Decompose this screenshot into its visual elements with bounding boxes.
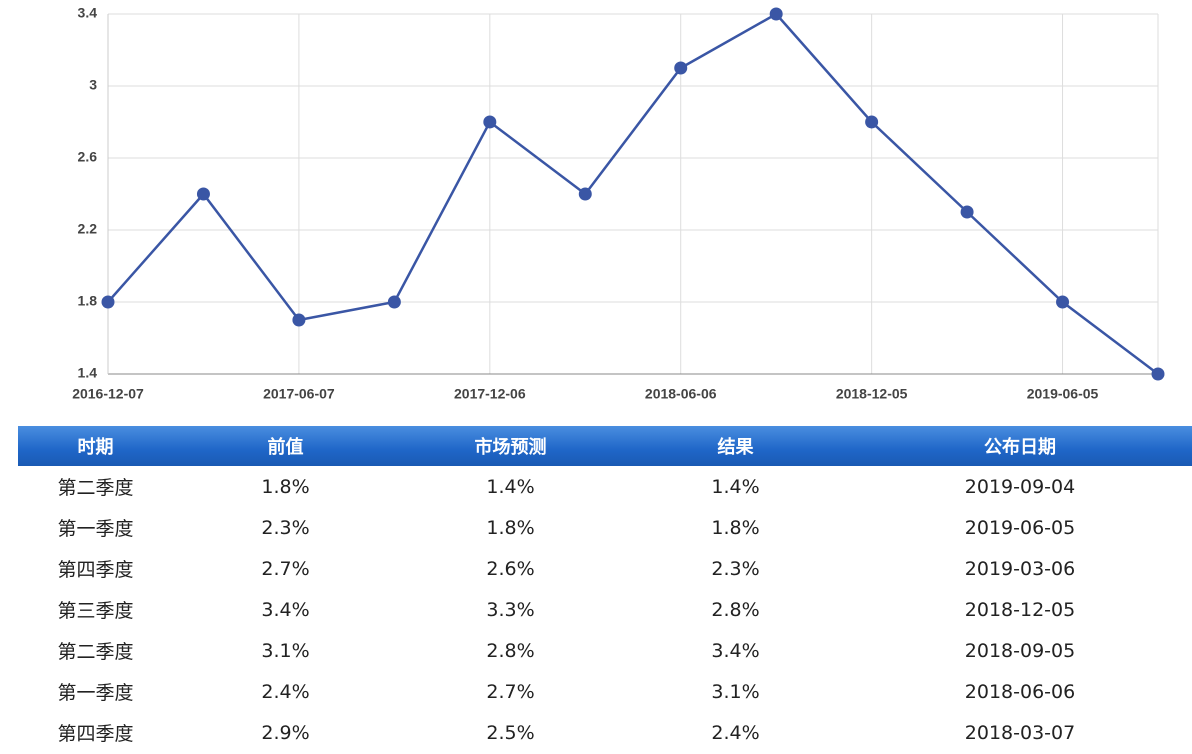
- table-cell: 第四季度: [57, 723, 134, 745]
- table-cell: 1.8%: [486, 516, 535, 539]
- table-cell: 第三季度: [57, 600, 134, 622]
- column-header: 公布日期: [848, 426, 1192, 466]
- table-cell: 2.4%: [261, 680, 310, 703]
- table-cell: 3.1%: [711, 680, 760, 703]
- table-cell: 第四季度: [57, 559, 134, 581]
- point: [101, 295, 115, 309]
- point: [865, 115, 879, 129]
- x-tick-label: 2018-06-06: [645, 386, 717, 402]
- point: [578, 187, 592, 201]
- table-cell: 2.4%: [711, 721, 760, 744]
- table-cell: 2018-09-05: [964, 639, 1076, 662]
- table-cell: 第二季度: [57, 477, 134, 499]
- table-cell: 第一季度: [57, 518, 134, 540]
- column-header: 结果: [623, 426, 848, 466]
- point: [483, 115, 497, 129]
- table-header: 时期 前值 市场预测 结果 公布日期: [18, 426, 1192, 466]
- y-tick-label: 2.2: [78, 221, 98, 237]
- table-cell: 1.8%: [261, 475, 310, 498]
- column-header: 市场预测: [398, 426, 623, 466]
- table-cell: 3.4%: [711, 639, 760, 662]
- y-tick-label: 2.6: [78, 149, 98, 165]
- table-row: 第二季度 3.1% 2.8% 3.4% 2018-09-05: [18, 630, 1192, 671]
- table-cell: 3.1%: [261, 639, 310, 662]
- table-row: 第一季度 2.4% 2.7% 3.1% 2018-06-06: [18, 671, 1192, 712]
- x-tick-label: 2019-06-05: [1027, 386, 1099, 402]
- table-cell: 2018-06-06: [964, 680, 1076, 703]
- table-cell: 2.8%: [486, 639, 535, 662]
- point: [960, 205, 974, 219]
- point: [292, 313, 306, 327]
- data-table: 时期 前值 市场预测 结果 公布日期第二季度 1.8% 1.4% 1.4% 2019-09-04…: [18, 426, 1192, 753]
- point: [674, 61, 688, 75]
- table-cell: 3.4%: [261, 598, 310, 621]
- y-tick-label: 3.4: [78, 5, 98, 21]
- point: [387, 295, 401, 309]
- table-cell: 2.3%: [711, 557, 760, 580]
- table-cell: 2.6%: [486, 557, 535, 580]
- y-tick-label: 3: [89, 77, 97, 93]
- table-cell: 3.3%: [486, 598, 535, 621]
- table-cell: 第二季度: [57, 641, 134, 663]
- x-tick-label: 2018-12-05: [836, 386, 908, 402]
- table-cell: 2.9%: [261, 721, 310, 744]
- y-tick-label: 1.8: [78, 293, 98, 309]
- table-cell: 1.4%: [711, 475, 760, 498]
- table-row: 第四季度 2.9% 2.5% 2.4% 2018-03-07: [18, 712, 1192, 753]
- table-row: 第三季度 3.4% 3.3% 2.8% 2018-12-05: [18, 589, 1192, 630]
- table-cell: 2019-03-06: [964, 557, 1076, 580]
- point: [196, 187, 210, 201]
- table-cell: 1.8%: [711, 516, 760, 539]
- table-cell: 2018-03-07: [964, 721, 1076, 744]
- point: [769, 7, 783, 21]
- table-cell: 2.3%: [261, 516, 310, 539]
- table-row: 第二季度 1.8% 1.4% 1.4% 2019-09-04: [18, 466, 1192, 507]
- table-cell: 2019-09-04: [964, 475, 1076, 498]
- table-cell: 2.5%: [486, 721, 535, 744]
- column-header: 时期: [18, 426, 173, 466]
- x-tick-label: 2016-12-07: [72, 386, 144, 402]
- table-cell: 1.4%: [486, 475, 535, 498]
- table-row: 第一季度 2.3% 1.8% 1.8% 2019-06-05: [18, 507, 1192, 548]
- y-tick-label: 1.4: [78, 365, 98, 381]
- column-header: 前值: [173, 426, 398, 466]
- x-tick-label: 2017-12-06: [454, 386, 526, 402]
- x-tick-label: 2017-06-07: [263, 386, 335, 402]
- table-cell: 2.8%: [711, 598, 760, 621]
- table-cell: 2.7%: [261, 557, 310, 580]
- table-cell: 2018-12-05: [964, 598, 1076, 621]
- table-cell: 第一季度: [57, 682, 134, 704]
- table-cell: 2019-06-05: [964, 516, 1076, 539]
- line: [107, 12, 1159, 375]
- chart: 1.4 1.8 2.2 2.6 3 3.4 2016-12-07 2017-06-07 2017…: [72, 5, 1165, 402]
- point: [1056, 295, 1070, 309]
- point: [1151, 367, 1165, 381]
- table-row: 第四季度 2.7% 2.6% 2.3% 2019-03-06: [18, 548, 1192, 589]
- table-cell: 2.7%: [486, 680, 535, 703]
